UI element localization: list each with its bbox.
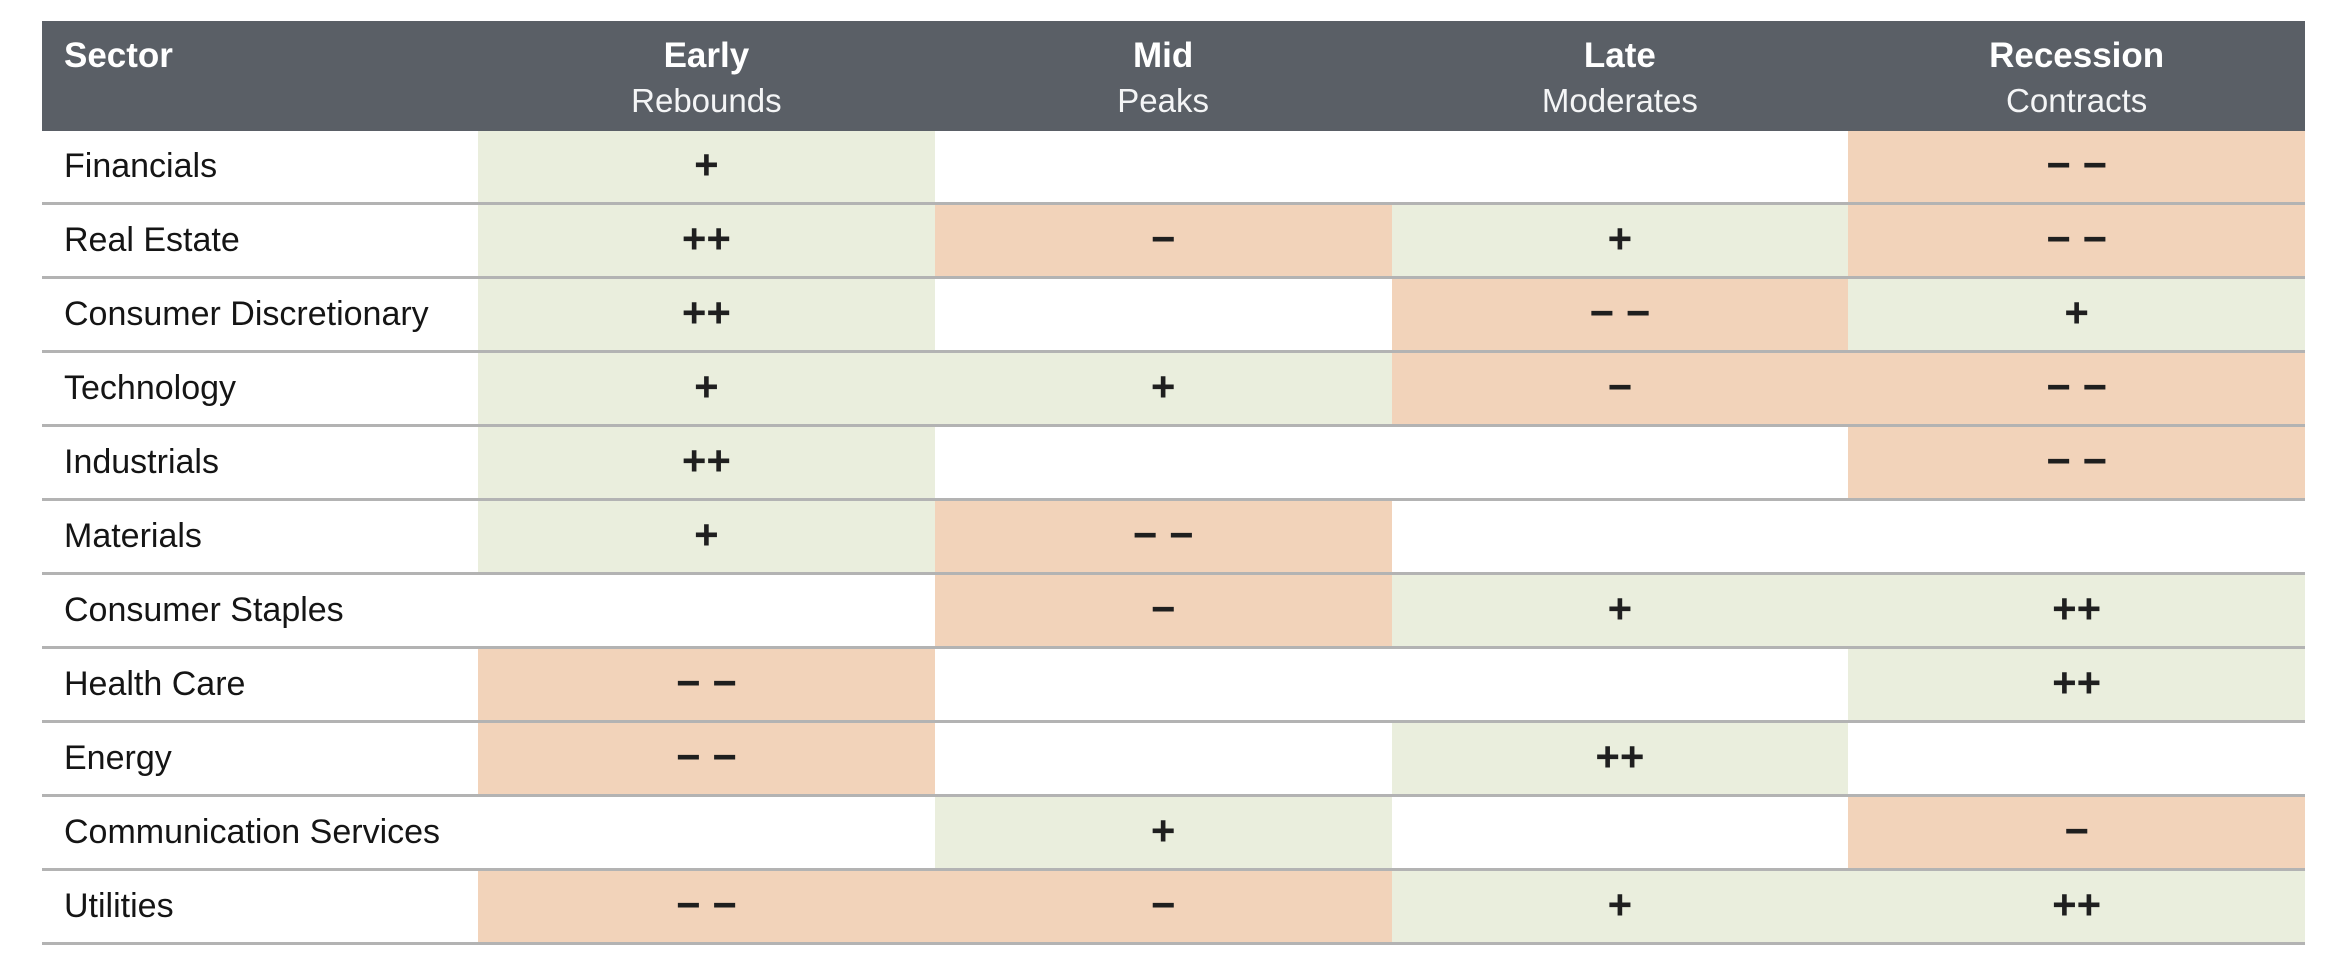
phase-cell-mid: [934, 649, 1392, 720]
phase-cell-recession: − −: [1848, 353, 2305, 424]
phase-cell-early: − −: [478, 871, 935, 942]
phase-cell-late: − −: [1391, 279, 1849, 350]
phase-cell-recession: ++: [1848, 575, 2305, 646]
phase-cell-early: +: [478, 131, 935, 202]
phase-subtitle: Rebounds: [631, 82, 782, 119]
phase-cell-mid: [934, 427, 1392, 498]
phase-subtitle: Peaks: [1117, 82, 1209, 119]
header-sector-label: Sector: [64, 36, 173, 75]
sector-name: Financials: [42, 131, 478, 202]
phase-cell-recession: +: [1848, 279, 2305, 350]
header-phase-early: Early Rebounds: [478, 21, 935, 131]
header-phase-late: Late Moderates: [1392, 21, 1849, 131]
header-phase-mid: Mid Peaks: [935, 21, 1392, 131]
phase-cell-recession: −: [1848, 797, 2305, 868]
table-row-communication-services: Communication Services + −: [42, 797, 2305, 871]
phase-cell-late: ++: [1391, 723, 1849, 794]
sector-name: Health Care: [42, 649, 478, 720]
sector-name: Consumer Discretionary: [42, 279, 478, 350]
table-row-utilities: Utilities − − − + ++: [42, 871, 2305, 945]
phase-subtitle: Contracts: [2006, 82, 2148, 119]
phase-cell-mid: −: [934, 871, 1392, 942]
phase-cell-late: [1391, 131, 1849, 202]
phase-cell-early: ++: [478, 427, 935, 498]
sector-name: Energy: [42, 723, 478, 794]
phase-cell-recession: ++: [1848, 871, 2305, 942]
sector-name: Communication Services: [42, 797, 478, 868]
table-row-health-care: Health Care − − ++: [42, 649, 2305, 723]
phase-cell-recession: [1848, 723, 2305, 794]
phase-cell-early: ++: [478, 279, 935, 350]
phase-cell-recession: ++: [1848, 649, 2305, 720]
phase-cell-late: +: [1391, 205, 1849, 276]
sector-name: Consumer Staples: [42, 575, 478, 646]
sector-cycle-table: Sector Early Rebounds Mid Peaks Late Mod…: [42, 21, 2305, 945]
table-row-real-estate: Real Estate ++ − + − −: [42, 205, 2305, 279]
phase-cell-mid: −: [934, 205, 1392, 276]
phase-cell-mid: [934, 723, 1392, 794]
sector-name: Technology: [42, 353, 478, 424]
phase-cell-recession: − −: [1848, 131, 2305, 202]
phase-cell-mid: +: [934, 797, 1392, 868]
phase-cell-mid: [934, 131, 1392, 202]
table-row-consumer-discretionary: Consumer Discretionary ++ − − +: [42, 279, 2305, 353]
table-row-energy: Energy − − ++: [42, 723, 2305, 797]
sector-name: Materials: [42, 501, 478, 572]
table-row-industrials: Industrials ++ − −: [42, 427, 2305, 501]
phase-title: Recession: [1989, 36, 2165, 75]
phase-cell-late: [1391, 797, 1849, 868]
table-row-consumer-staples: Consumer Staples − + ++: [42, 575, 2305, 649]
phase-title: Early: [663, 36, 750, 75]
phase-cell-mid: −: [934, 575, 1392, 646]
phase-title: Mid: [1132, 36, 1194, 75]
phase-cell-recession: − −: [1848, 427, 2305, 498]
phase-cell-mid: +: [934, 353, 1392, 424]
phase-cell-late: −: [1391, 353, 1849, 424]
phase-cell-recession: [1848, 501, 2305, 572]
sector-name: Real Estate: [42, 205, 478, 276]
table-row-materials: Materials + − −: [42, 501, 2305, 575]
phase-cell-late: +: [1391, 871, 1849, 942]
sector-name: Utilities: [42, 871, 478, 942]
header-phase-recession: Recession Contracts: [1848, 21, 2305, 131]
phase-cell-early: − −: [478, 723, 935, 794]
phase-cell-early: ++: [478, 205, 935, 276]
table-row-technology: Technology + + − − −: [42, 353, 2305, 427]
phase-cell-mid: − −: [934, 501, 1392, 572]
phase-cell-early: [478, 797, 935, 868]
phase-cell-mid: [934, 279, 1392, 350]
phase-cell-late: [1391, 649, 1849, 720]
sector-name: Industrials: [42, 427, 478, 498]
table-row-financials: Financials + − −: [42, 131, 2305, 205]
table-header: Sector Early Rebounds Mid Peaks Late Mod…: [42, 21, 2305, 131]
phase-cell-early: − −: [478, 649, 935, 720]
phase-cell-early: +: [478, 501, 935, 572]
phase-cell-recession: − −: [1848, 205, 2305, 276]
phase-cell-late: [1391, 427, 1849, 498]
phase-cell-late: +: [1391, 575, 1849, 646]
phase-cell-early: [478, 575, 935, 646]
phase-cell-late: [1391, 501, 1849, 572]
phase-subtitle: Moderates: [1541, 82, 1698, 119]
phase-title: Late: [1583, 36, 1656, 75]
phase-cell-early: +: [478, 353, 935, 424]
